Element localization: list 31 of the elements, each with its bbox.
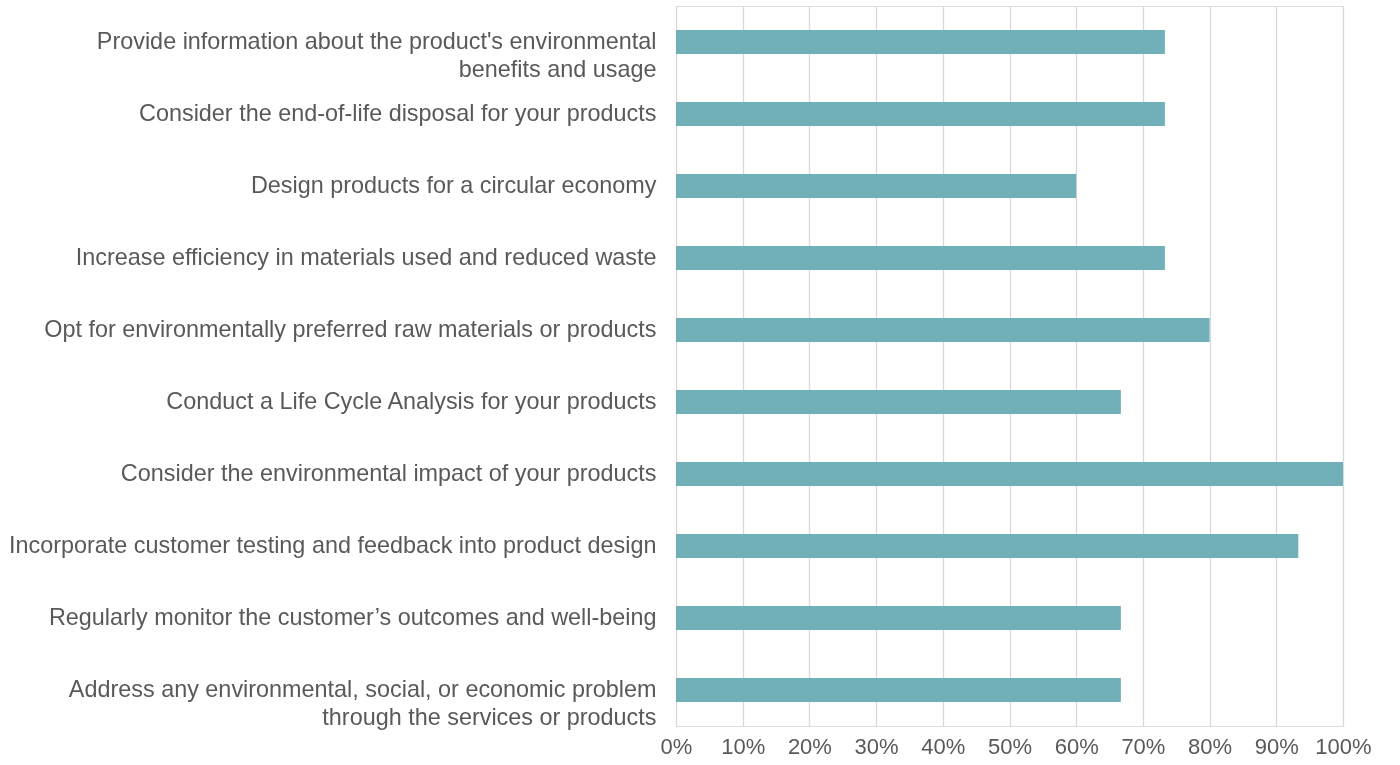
- y-tick-label: Conduct a Life Cycle Analysis for your products: [166, 388, 657, 414]
- bar: [676, 390, 1121, 414]
- x-tick-label: 90%: [1254, 733, 1299, 759]
- bar: [676, 462, 1343, 486]
- y-tick-label: Increase efficiency in materials used and reduced waste: [75, 243, 657, 270]
- y-tick-label: Consider the end-of-life disposal for your products: [139, 99, 657, 126]
- bar: [676, 678, 1121, 703]
- y-tick-label: Consider the environmental impact of your products: [120, 460, 657, 487]
- x-tick-label: 70%: [1121, 733, 1166, 759]
- bar: [676, 173, 1077, 198]
- bar: [676, 246, 1165, 270]
- bar: [676, 29, 1165, 54]
- x-tick-label: 10%: [721, 733, 766, 759]
- bar: [676, 101, 1165, 126]
- y-tick-label: Design products for a circular economy: [250, 171, 657, 198]
- x-tick-label: 80%: [1188, 733, 1233, 759]
- bar: [676, 318, 1210, 342]
- x-tick-label: 50%: [987, 733, 1033, 759]
- bar: [676, 534, 1299, 559]
- y-tick-label: Address any environmental, social, or economic problem through the services or products: [68, 676, 657, 731]
- y-tick-label: Incorporate customer testing and feedback into product design: [8, 532, 657, 559]
- x-tick-label: 0%: [660, 733, 693, 759]
- bar: [676, 606, 1121, 631]
- x-tick-label: 40%: [921, 733, 966, 759]
- x-tick-label: 20%: [787, 733, 832, 759]
- y-tick-label: Regularly monitor the customer’s outcomes and well-being: [48, 604, 657, 631]
- x-tick-label: 30%: [854, 733, 899, 759]
- y-tick-label: Provide information about the product's environmental benefits and usage: [96, 27, 657, 82]
- x-tick-label: 100%: [1315, 733, 1372, 759]
- y-tick-label: Opt for environmentally preferred raw materials or products: [44, 316, 657, 342]
- x-tick-label: 60%: [1054, 733, 1099, 759]
